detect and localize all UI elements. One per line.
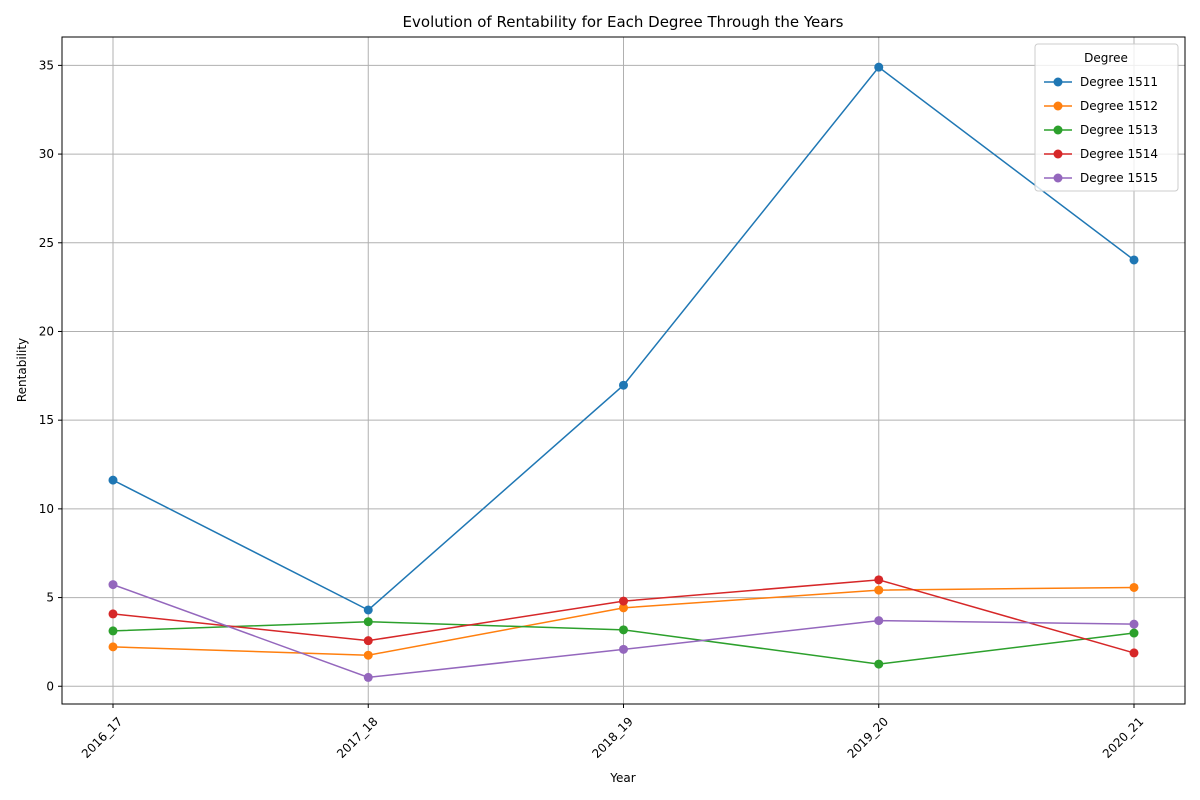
legend-marker (1053, 125, 1063, 135)
y-tick-label: 15 (39, 413, 54, 427)
data-point (874, 659, 884, 669)
data-point (1129, 582, 1139, 592)
data-point (108, 626, 118, 636)
legend-label: Degree 1513 (1080, 123, 1158, 137)
legend-marker (1053, 77, 1063, 87)
data-point (874, 62, 884, 72)
legend-label: Degree 1514 (1080, 147, 1158, 161)
legend-label: Degree 1515 (1080, 171, 1158, 185)
legend-items: Degree 1511 Degree 1512 Degree 1513 Degree … (1044, 75, 1158, 185)
data-point (619, 603, 628, 613)
data-point (1129, 255, 1139, 265)
legend-entry: Degree 1515 (1044, 171, 1158, 185)
data-point (1129, 619, 1139, 629)
legend-entry: Degree 1513 (1044, 123, 1158, 137)
series-lines (108, 62, 1139, 682)
legend-label: Degree 1511 (1080, 75, 1158, 89)
data-point (619, 644, 628, 654)
legend-label: Degree 1512 (1080, 99, 1158, 113)
y-tick-label: 20 (39, 324, 54, 338)
series-degree-1512 (108, 582, 1139, 660)
data-point (1129, 628, 1139, 638)
data-point (363, 617, 373, 627)
data-point (363, 605, 373, 615)
x-tick-label: 2018_19 (589, 714, 636, 761)
legend-marker (1053, 173, 1063, 183)
legend-marker (1053, 149, 1063, 159)
data-point (108, 642, 118, 652)
data-point (874, 575, 884, 585)
x-tick-label: 2019_20 (845, 714, 892, 761)
x-tick-label: 2020_21 (1100, 714, 1147, 761)
data-point (108, 609, 118, 619)
axis-ticks: 2016_17 2017_18 2018_19 2019_20 2020_21 0 5 10 1… (39, 58, 1147, 761)
data-point (108, 580, 118, 590)
data-point (619, 596, 628, 606)
series-degree-1515 (108, 580, 1139, 682)
legend-box (1034, 43, 1179, 192)
data-point (363, 672, 373, 682)
data-point (619, 625, 628, 635)
data-point (619, 380, 628, 390)
series-degree-1511 (108, 62, 1139, 615)
legend-marker (1053, 101, 1063, 111)
x-axis-label: Year (609, 771, 635, 785)
legend-title: Degree (1084, 51, 1128, 65)
data-point (874, 585, 884, 595)
x-tick-label: 2016_17 (79, 714, 126, 761)
chart-title: Evolution of Rentability for Each Degree… (403, 13, 844, 31)
y-tick-label: 25 (39, 236, 54, 250)
y-tick-label: 5 (46, 591, 54, 605)
series-degree-1513 (108, 617, 1139, 669)
grid (62, 37, 1185, 704)
series-degree-1514 (108, 575, 1139, 658)
y-axis-label: Rentability (15, 338, 29, 402)
data-point (1129, 648, 1139, 658)
legend-entry: Degree 1514 (1044, 147, 1158, 161)
x-tick-label: 2017_18 (334, 714, 381, 761)
y-tick-label: 0 (46, 679, 54, 693)
data-point (363, 636, 373, 646)
data-point (874, 616, 884, 626)
y-tick-label: 10 (39, 502, 54, 516)
data-point (108, 475, 118, 485)
y-tick-label: 35 (39, 58, 54, 72)
legend-entry: Degree 1511 (1044, 75, 1158, 89)
legend: Degree Degree 1511 Degree 1512 Degree 1513… (1034, 43, 1179, 192)
data-point (363, 650, 373, 660)
y-tick-label: 30 (39, 147, 54, 161)
legend-entry: Degree 1512 (1044, 99, 1158, 113)
